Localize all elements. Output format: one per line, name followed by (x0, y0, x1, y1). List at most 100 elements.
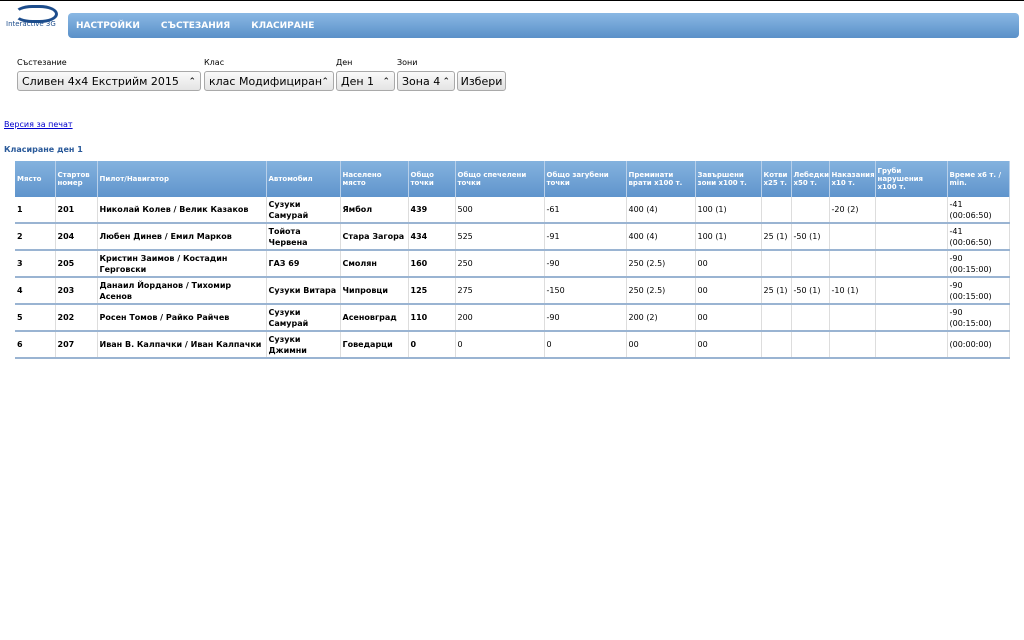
table-cell: -90 (00:15:00) (947, 277, 1010, 305)
filter: Зони Зона 4 (397, 58, 455, 91)
table-cell: 202 (55, 304, 98, 332)
column-header: Наказания x10 т. (829, 161, 876, 197)
table-cell (791, 304, 830, 332)
table-cell: Смолян (340, 250, 409, 278)
table-cell (875, 197, 948, 224)
table-cell: 205 (55, 250, 98, 278)
print-link[interactable]: Версия за печат (4, 120, 73, 129)
table-cell: 200 (2) (626, 304, 696, 332)
table-cell: -50 (1) (791, 223, 830, 251)
submit-button[interactable]: Избери (457, 71, 506, 91)
nav-bar: НАСТРОЙКИ СЪСТЕЗАНИЯ КЛАСИРАНЕ (68, 13, 1019, 38)
table-cell: 250 (2.5) (626, 250, 696, 278)
table-cell: 0 (408, 331, 456, 359)
column-header: Стартов номер (55, 161, 98, 197)
table-cell: 25 (1) (761, 277, 792, 305)
table-cell: 250 (2.5) (626, 277, 696, 305)
select[interactable]: Сливен 4х4 Екстрийм 2015 (17, 71, 201, 91)
table-cell: -90 (544, 304, 627, 332)
column-header: Груби нарушения x100 т. (875, 161, 948, 197)
table-cell: 4 (15, 277, 56, 305)
table-cell: 00 (695, 250, 762, 278)
table-cell: Сузуки Самурай (266, 197, 341, 224)
table-cell: Данаил Йорданов / Тихомир Асенов (97, 277, 267, 305)
table-cell: 110 (408, 304, 456, 332)
column-header: Завършени зони x100 т. (695, 161, 762, 197)
table-row: 6 207 Иван В. Калпачки / Иван Калпачки Сузу… (15, 331, 1010, 359)
table-cell (761, 304, 792, 332)
table-cell: 00 (695, 331, 762, 359)
table-cell: -20 (2) (829, 197, 876, 224)
filter: Състезание Сливен 4х4 Екстрийм 2015 (17, 58, 201, 91)
table-cell (761, 197, 792, 224)
table-cell: 3 (15, 250, 56, 278)
logo-text: Interactive 3G (6, 20, 56, 28)
table-cell: 5 (15, 304, 56, 332)
column-header: Общо спечелени точки (455, 161, 545, 197)
table-cell (875, 277, 948, 305)
table-row: 5 202 Росен Томов / Райко Райчев Сузуки Сам… (15, 304, 1010, 332)
column-header: Общо точки (408, 161, 456, 197)
table-cell: -41 (00:06:50) (947, 197, 1010, 224)
table-cell: 525 (455, 223, 545, 251)
select[interactable]: клас Модифициран (204, 71, 334, 91)
nav-link[interactable]: КЛАСИРАНЕ (251, 20, 315, 31)
table-cell: -91 (544, 223, 627, 251)
table-cell: Тойота Червена (266, 223, 341, 251)
table-row: 4 203 Данаил Йорданов / Тихомир Асенов Сузу… (15, 277, 1010, 305)
select[interactable]: Ден 1 (336, 71, 395, 91)
table-cell: 00 (695, 304, 762, 332)
table-cell (829, 331, 876, 359)
table-cell: 6 (15, 331, 56, 359)
column-header: Време x6 т. / min. (947, 161, 1010, 197)
nav-link[interactable]: НАСТРОЙКИ (76, 20, 140, 31)
table-cell: 200 (455, 304, 545, 332)
column-header: Котви x25 т. (761, 161, 792, 197)
table-row: 3 205 Кристин Заимов / Костадин Герговски Г… (15, 250, 1010, 278)
table-cell (875, 223, 948, 251)
table-cell: Асеновград (340, 304, 409, 332)
table-cell: Сузуки Джимни (266, 331, 341, 359)
table-cell: 100 (1) (695, 197, 762, 224)
table-cell (829, 250, 876, 278)
column-header: Автомобил (266, 161, 341, 197)
table-cell: (00:00:00) (947, 331, 1010, 359)
table-cell: 250 (455, 250, 545, 278)
table-cell: 203 (55, 277, 98, 305)
table-cell: 204 (55, 223, 98, 251)
table-cell: ГАЗ 69 (266, 250, 341, 278)
table-cell: 100 (1) (695, 223, 762, 251)
table-cell: -90 (544, 250, 627, 278)
select[interactable]: Зона 4 (397, 71, 455, 91)
table-cell: Росен Томов / Райко Райчев (97, 304, 267, 332)
table-cell: Говедарци (340, 331, 409, 359)
table-cell: 160 (408, 250, 456, 278)
filter-label: Зони (397, 58, 418, 67)
table-cell: -90 (00:15:00) (947, 250, 1010, 278)
table-cell: Иван В. Калпачки / Иван Калпачки (97, 331, 267, 359)
table-cell: Чипровци (340, 277, 409, 305)
table-cell (829, 223, 876, 251)
filter: Ден Ден 1 (336, 58, 395, 91)
column-header: Лебедки x50 т. (791, 161, 830, 197)
table-cell: 400 (4) (626, 197, 696, 224)
table-cell: -50 (1) (791, 277, 830, 305)
table-cell: 434 (408, 223, 456, 251)
table-cell: -10 (1) (829, 277, 876, 305)
table-cell: 500 (455, 197, 545, 224)
filter: Клас клас Модифициран (204, 58, 334, 91)
table-cell: 125 (408, 277, 456, 305)
table-cell: Кристин Заимов / Костадин Герговски (97, 250, 267, 278)
table-cell: 275 (455, 277, 545, 305)
table-cell (875, 304, 948, 332)
column-header: Пилот/Навигатор (97, 161, 267, 197)
filter-label: Ден (336, 58, 353, 67)
table-cell: 2 (15, 223, 56, 251)
table-row: 2 204 Любен Динев / Емил Марков Тойота Черв… (15, 223, 1010, 251)
table-cell: 400 (4) (626, 223, 696, 251)
nav-link[interactable]: СЪСТЕЗАНИЯ (160, 20, 231, 31)
table-cell: 201 (55, 197, 98, 224)
table-cell: 0 (544, 331, 627, 359)
table-cell (829, 304, 876, 332)
logo[interactable]: Interactive 3G (4, 3, 64, 33)
